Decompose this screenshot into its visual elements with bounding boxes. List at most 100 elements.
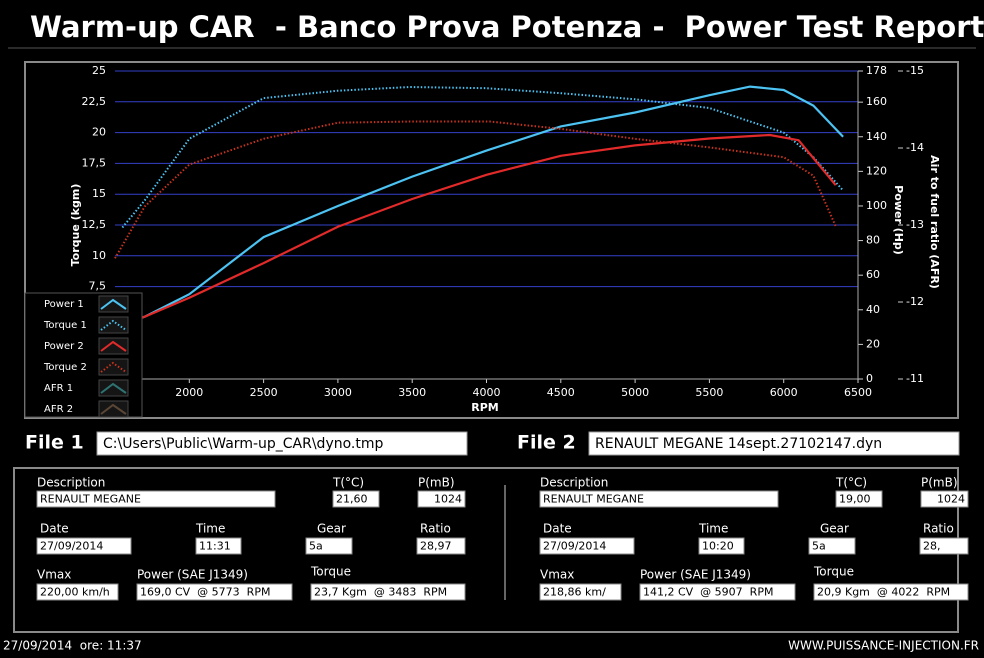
y-tick-label: 12,5 [82,218,107,231]
legend-label: Power 2 [44,341,84,352]
y-tick-label: 7,5 [89,280,107,293]
x-tick-label: 4000 [473,386,501,399]
field-value: 220,00 km/h [40,586,110,599]
field-value: 23,7 Kgm @ 3483 RPM [314,586,447,599]
field-value: 27/09/2014 [40,540,103,553]
field-label: T(°C) [835,476,867,490]
field-box [539,537,635,555]
field-label: Power (SAE J1349) [640,568,751,582]
field-box [920,490,969,508]
field-box [305,537,353,555]
field-box [919,537,969,555]
data-line [121,85,844,229]
report-title: Warm-up CAR - Banco Prova Potenza - Powe… [30,10,984,44]
field-label: Gear [820,522,849,536]
field-value: 1024 [434,493,462,506]
field-value: 1024 [937,493,965,506]
field-value: RENAULT MEGANE [543,493,644,506]
x-tick-label: 4500 [547,386,575,399]
y-tick-label: 10 [92,249,106,262]
y-tick-label: 22,5 [82,95,107,108]
legend-icon [98,358,129,376]
field-box [539,583,622,601]
y3-tick-label: -12 [906,295,924,308]
footer-website: WWW.PUISSANCE-INJECTION.FR [788,639,979,653]
x-tick-label: 6000 [770,386,798,399]
field-label: Time [195,522,225,536]
chart-panel [24,61,959,419]
field-box [539,490,779,508]
field-value: 19,00 [839,493,871,506]
field-label: Vmax [540,568,574,582]
field-label: Gear [317,522,346,536]
y2-tick-label: 60 [866,268,880,281]
footer-timestamp: 27/09/2014 ore: 11:37 [3,639,142,653]
legend-swatch [100,298,127,310]
field-label: P(mB) [921,476,958,490]
x-axis-label: RPM [471,401,498,414]
y2-axis-label: Power (Hp) [892,185,905,255]
field-box [417,490,466,508]
field-label: Vmax [37,568,71,582]
file-path: C:\Users\Public\Warm-up_CAR\dyno.tmp [103,436,384,452]
field-value: 5a [309,540,323,553]
field-label: P(mB) [418,476,455,490]
y2-tick-label: 120 [866,164,887,177]
file-label: File 2 [517,432,576,454]
legend-icon [98,316,129,334]
y2-tick-label: 80 [866,234,880,247]
file-label: File 1 [25,432,84,454]
field-label: T(°C) [332,476,364,490]
data-line [129,133,837,323]
data-line [129,85,844,323]
legend-swatch [100,340,127,352]
field-value: 28,97 [420,540,452,553]
legend-label: Power 1 [44,299,84,310]
field-value: 20,9 Kgm @ 4022 RPM [817,586,950,599]
field-box [136,583,293,601]
legend-icon [98,337,129,355]
y2-tick-label: 0 [866,372,873,385]
field-value: 27/09/2014 [543,540,606,553]
field-value: 141,2 CV @ 5907 RPM [643,586,773,599]
y2-tick-label: 40 [866,303,880,316]
y2-tick-label: 100 [866,199,887,212]
field-box [698,537,745,555]
y3-axis-label: Air to fuel ratio (AFR) [928,155,941,289]
field-label: Ratio [923,522,954,536]
field-label: Date [40,522,69,536]
field-box [813,583,969,601]
field-value: RENAULT MEGANE [40,493,141,506]
legend-swatch [100,382,127,394]
field-label: Power (SAE J1349) [137,568,248,582]
x-tick-label: 2000 [175,386,203,399]
y3-tick-label: -11 [906,372,924,385]
field-box [639,583,796,601]
field-box [36,583,119,601]
field-value: 10:20 [702,540,734,553]
legend-swatch [100,403,127,415]
y-axis-label: Torque (kgm) [69,184,82,267]
field-label: Description [37,476,105,490]
y-tick-label: 25 [92,64,106,77]
legend-icon [98,295,129,313]
data-line [114,120,837,259]
field-label: Description [540,476,608,490]
y2-tick-label: 178 [866,64,887,77]
legend-label: Torque 2 [43,362,87,373]
field-box [332,490,380,508]
x-tick-label: 3500 [398,386,426,399]
field-label: Torque [310,565,351,579]
field-box [310,583,466,601]
legend-icon [98,379,129,397]
field-label: Time [698,522,728,536]
y3-tick-label: -13 [906,218,924,231]
field-label: Torque [813,565,854,579]
file-path-box [588,431,960,456]
y3-tick-label: -15 [906,64,924,77]
legend-icon [98,400,129,418]
y-tick-label: 17,5 [82,156,107,169]
field-value: 21,60 [336,493,368,506]
field-value: 28, [923,540,941,553]
